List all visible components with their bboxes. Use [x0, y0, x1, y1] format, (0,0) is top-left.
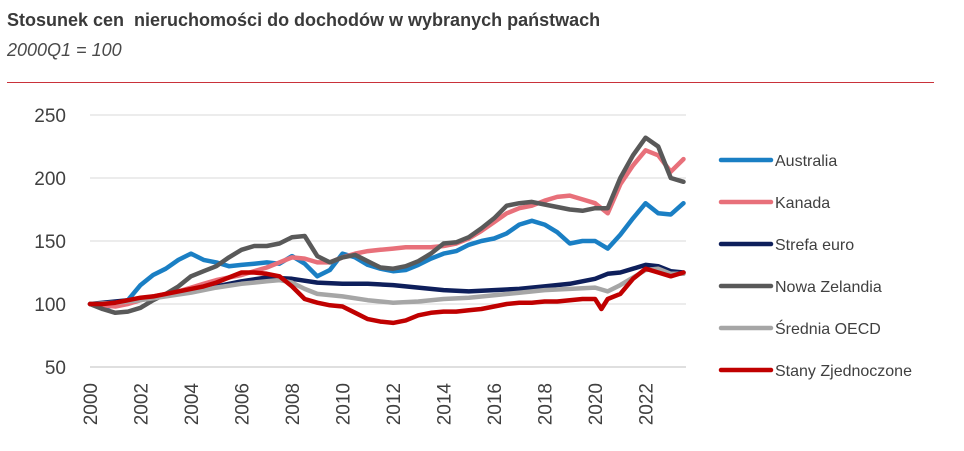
- x-tick-label-2006: 2006: [233, 383, 254, 425]
- x-tick-label-2012: 2012: [384, 383, 405, 425]
- legend-label-średnia-oecd: Średnia OECD: [775, 319, 881, 338]
- series-line-nowa-zelandia: [87, 135, 686, 316]
- x-tick-label-2020: 2020: [586, 383, 607, 425]
- x-tick-label-2010: 2010: [334, 383, 355, 425]
- y-tick-label-200: 200: [34, 169, 66, 190]
- x-tick-label-2018: 2018: [536, 383, 557, 425]
- series-lines: [87, 135, 686, 326]
- series-line-stany-zjednoczone: [87, 266, 686, 326]
- header-divider: [7, 82, 934, 83]
- legend-label-stany-zjednoczone: Stany Zjednoczone: [775, 363, 912, 380]
- x-tick-label-2014: 2014: [435, 383, 456, 426]
- legend-label-nowa-zelandia: Nowa Zelandia: [775, 279, 882, 296]
- chart-title: Stosunek cen nieruchomości do dochodów w…: [7, 10, 601, 30]
- chart-subtitle: 2000Q1 = 100: [7, 40, 122, 60]
- x-tick-label-2016: 2016: [485, 383, 506, 425]
- y-tick-label-250: 250: [34, 106, 66, 127]
- x-tick-label-2004: 2004: [182, 383, 203, 426]
- y-tick-label-150: 150: [34, 232, 66, 253]
- legend: Australia Kanada Strefa euro Nowa Zelandia Ś…: [718, 153, 912, 380]
- x-tick-label-2002: 2002: [132, 383, 153, 425]
- x-tick-label-2022: 2022: [637, 383, 658, 425]
- legend-label-kanada: Kanada: [775, 195, 830, 212]
- x-axis-ticks: 2000 2002 2004 2006 2008 2010 2012 2014 2016 2018…: [81, 366, 686, 426]
- x-tick-label-2008: 2008: [283, 383, 304, 425]
- x-tick-label-2000: 2000: [81, 383, 102, 425]
- series-line-średnia-oecd: [87, 266, 686, 307]
- y-tick-label-50: 50: [45, 358, 66, 379]
- y-tick-label-100: 100: [34, 295, 66, 316]
- y-axis-ticks: 50 100 150 200 250: [34, 106, 66, 379]
- legend-label-strefa-euro: Strefa euro: [775, 237, 854, 254]
- legend-label-australia: Australia: [775, 153, 837, 170]
